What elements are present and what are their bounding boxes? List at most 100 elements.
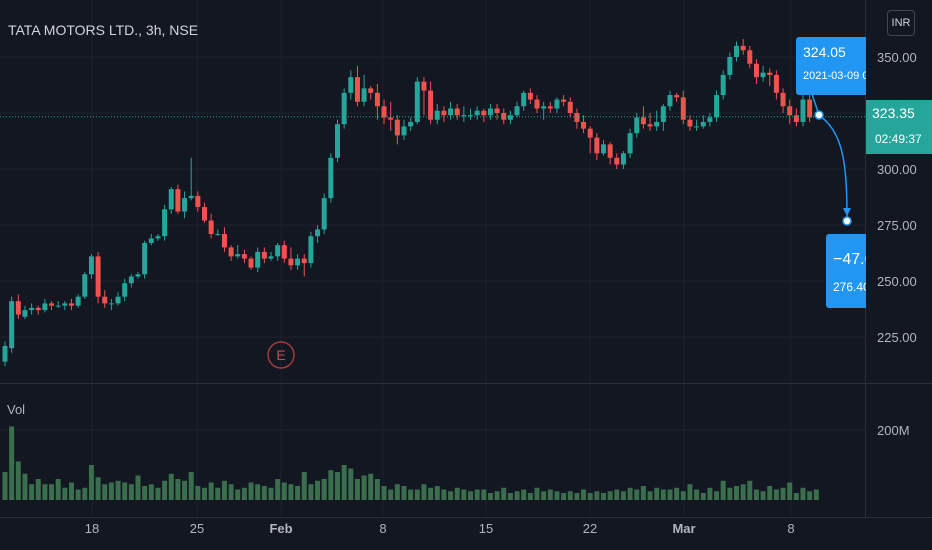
candle (700, 115, 706, 129)
candle (474, 106, 480, 120)
candle-body (408, 121, 414, 127)
candle-body (567, 101, 573, 113)
candle-body (601, 144, 606, 154)
volume-bar (35, 479, 41, 500)
candle (255, 247, 261, 273)
volume-bar (341, 465, 347, 500)
volume-bar (175, 479, 181, 500)
candle (381, 99, 387, 125)
volume-bar (128, 484, 134, 500)
candle (195, 191, 201, 212)
volume-bar (541, 491, 547, 500)
candle-body (335, 124, 340, 158)
volume-bar (255, 484, 261, 500)
candle-body (694, 126, 700, 128)
candle (268, 251, 274, 261)
candle (361, 74, 367, 107)
volume-bar (594, 491, 600, 500)
candle (534, 95, 540, 113)
currency-button[interactable]: INR (887, 10, 915, 36)
measure-change: −47.65 (833, 251, 866, 268)
candle (574, 108, 580, 129)
volume-bar (481, 489, 487, 500)
candle (288, 247, 294, 270)
candle (747, 45, 753, 69)
candle-body (640, 117, 646, 125)
candle-body (700, 121, 706, 127)
volume-bar (288, 484, 294, 500)
volume-bar (534, 487, 540, 500)
candle (421, 77, 427, 116)
candle-body (2, 345, 8, 362)
measure-start-label[interactable]: 324.05 2021-03-09 06:45 (796, 37, 866, 95)
candle-body (82, 274, 88, 297)
volume-bar (155, 487, 161, 500)
candle (714, 90, 720, 122)
candle (727, 52, 733, 80)
candle-body (228, 247, 234, 257)
earnings-marker-label: E (276, 347, 285, 363)
candle (275, 242, 281, 261)
volume-bar (707, 487, 713, 500)
candle (221, 227, 227, 252)
candle-body (461, 115, 467, 117)
candle (567, 97, 573, 118)
candle (42, 298, 48, 313)
volume-bar (315, 480, 321, 500)
candle (767, 68, 773, 87)
candle (720, 70, 726, 100)
volume-bar (434, 486, 440, 500)
candle (208, 213, 214, 239)
candle (368, 86, 374, 100)
candle-body (720, 74, 726, 96)
volume-bar (547, 489, 553, 500)
candle-body (381, 106, 387, 118)
candle-body (188, 195, 194, 199)
volume-bar (667, 489, 673, 500)
candle (660, 104, 666, 131)
candle-body (414, 81, 420, 122)
candle (674, 92, 680, 102)
volume-bar (441, 489, 447, 500)
candle-body (102, 296, 108, 304)
candle (155, 233, 161, 241)
candle-body (594, 137, 600, 154)
candle (75, 294, 81, 308)
volume-bar (660, 489, 666, 500)
volume-bar (374, 479, 380, 500)
volume-bar (527, 493, 533, 500)
volume-bar (720, 480, 726, 500)
volume-bar (354, 479, 360, 500)
candle-body (714, 95, 720, 118)
candle (527, 88, 533, 105)
volume-bar (448, 491, 454, 500)
volume-bar (647, 491, 653, 500)
candle (188, 157, 194, 201)
volume-bar (807, 491, 813, 500)
earnings-marker-circle (267, 341, 295, 369)
candle (640, 106, 646, 129)
candle-body (587, 128, 593, 138)
candle-body (561, 99, 567, 102)
price-tick-label: 275.00 (877, 218, 917, 233)
candle (162, 204, 168, 241)
volume-bar (135, 475, 141, 500)
candle-body (95, 256, 101, 297)
volume-bar (388, 489, 394, 500)
candle (780, 88, 786, 113)
volume-bar (521, 489, 527, 500)
candle (734, 41, 739, 62)
volume-bar (102, 484, 108, 500)
candle (647, 113, 653, 131)
candle-body (135, 274, 141, 277)
candle (394, 115, 400, 145)
candle (115, 292, 121, 306)
candle-body (501, 113, 507, 120)
candle-body (49, 303, 55, 306)
measure-end-label[interactable]: −47.65 276.40 ( (826, 234, 866, 308)
candle-body (341, 92, 347, 125)
candle-body (315, 229, 321, 237)
candle (501, 108, 507, 125)
candle (348, 70, 354, 100)
